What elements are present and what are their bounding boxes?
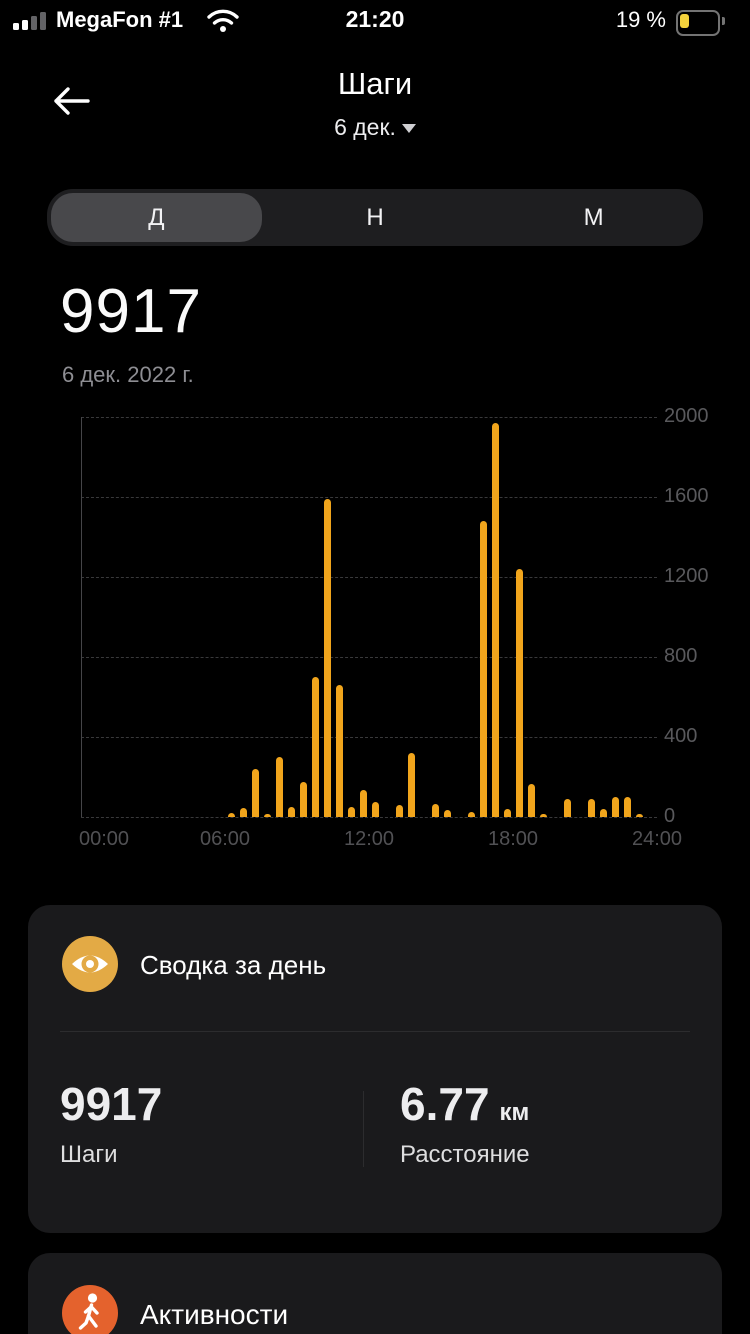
- eye-icon: [62, 936, 118, 992]
- steps-chart: 2000 1600 1200 800 400 0 00:00 06:00 12:00 18:00 2…: [0, 400, 750, 865]
- carrier-label: MegaFon #1: [56, 7, 184, 32]
- y-tick-label: 1200: [664, 565, 709, 587]
- chart-bar[interactable]: [539, 814, 547, 817]
- date-selector-label: 6 дек.: [334, 114, 396, 140]
- tab-day[interactable]: Д: [51, 193, 262, 242]
- steps-total-value: 9917: [60, 277, 202, 346]
- chart-bar[interactable]: [407, 753, 415, 817]
- chart-bar[interactable]: [527, 784, 535, 817]
- gridline: [81, 577, 657, 578]
- chart-bar[interactable]: [251, 769, 259, 817]
- chart-bar[interactable]: [335, 685, 343, 817]
- cellular-signal-icon: [13, 12, 46, 30]
- chart-bar[interactable]: [311, 677, 319, 817]
- status-time: 21:20: [345, 6, 405, 32]
- chart-bar[interactable]: [431, 804, 439, 817]
- chart-bar[interactable]: [287, 807, 295, 817]
- chart-bar[interactable]: [467, 812, 475, 817]
- chart-bar[interactable]: [503, 809, 511, 817]
- tab-week[interactable]: Н: [366, 203, 384, 231]
- y-tick-label: 800: [664, 645, 698, 667]
- y-tick-label: 1600: [664, 485, 709, 507]
- activities-card[interactable]: Активности: [28, 1253, 722, 1334]
- x-tick-label: 12:00: [343, 828, 395, 850]
- divider: [363, 1091, 364, 1167]
- chart-bar[interactable]: [515, 569, 523, 817]
- chart-bar[interactable]: [371, 802, 379, 817]
- chart-bar[interactable]: [275, 757, 283, 817]
- tab-month[interactable]: М: [583, 203, 604, 231]
- chart-bar[interactable]: [623, 797, 631, 817]
- chart-bar[interactable]: [587, 799, 595, 817]
- gridline: [81, 497, 657, 498]
- page-title: Шаги: [337, 66, 413, 101]
- battery-percent-label: 19 %: [615, 7, 666, 32]
- date-selector[interactable]: 6 дек.: [0, 114, 750, 141]
- chart-bar[interactable]: [635, 814, 643, 817]
- back-arrow-icon: [54, 86, 90, 115]
- chart-bar[interactable]: [263, 814, 271, 817]
- chart-bar[interactable]: [239, 808, 247, 817]
- battery-fill: [680, 14, 689, 28]
- back-button[interactable]: [48, 82, 96, 122]
- steps-date-label: 6 дек. 2022 г.: [62, 362, 194, 387]
- y-axis-line: [81, 417, 82, 817]
- walking-person-icon: [62, 1285, 118, 1334]
- day-summary-title: Сводка за день: [140, 950, 327, 980]
- x-tick-label: 18:00: [487, 828, 539, 850]
- chart-bar[interactable]: [359, 790, 367, 817]
- chart-bar[interactable]: [491, 423, 499, 817]
- divider: [60, 1031, 690, 1032]
- steps-stat-value: 9917: [60, 1078, 163, 1130]
- chart-bar[interactable]: [443, 810, 451, 817]
- battery-icon: [676, 10, 720, 36]
- wifi-icon: [207, 9, 239, 32]
- gridline: [81, 657, 657, 658]
- activities-title: Активности: [140, 1299, 289, 1330]
- chart-bar[interactable]: [323, 499, 331, 817]
- x-tick-label: 24:00: [631, 828, 683, 850]
- chart-bar[interactable]: [479, 521, 487, 817]
- x-tick-label: 06:00: [199, 828, 251, 850]
- distance-unit: км: [499, 1099, 530, 1126]
- chart-bar[interactable]: [563, 799, 571, 817]
- day-summary-card: Сводка за день 9917 Шаги 6.77 км Расстоян…: [28, 905, 722, 1233]
- chart-bar[interactable]: [611, 797, 619, 817]
- y-tick-label: 0: [664, 805, 676, 827]
- chart-bar[interactable]: [227, 813, 235, 817]
- gridline: [81, 417, 657, 418]
- period-segmented-control: Д Н М: [47, 189, 703, 246]
- gridline: [81, 817, 657, 818]
- steps-stat-label: Шаги: [60, 1141, 118, 1168]
- y-tick-label: 2000: [664, 405, 709, 427]
- distance-number: 6.77: [400, 1078, 490, 1130]
- chart-bar[interactable]: [395, 805, 403, 817]
- distance-stat-value: 6.77 км: [400, 1077, 529, 1131]
- battery-cap: [722, 17, 725, 25]
- distance-stat-label: Расстояние: [400, 1141, 530, 1168]
- chart-bar[interactable]: [347, 807, 355, 817]
- chart-bar[interactable]: [599, 809, 607, 817]
- x-tick-label: 00:00: [78, 828, 130, 850]
- chevron-down-icon: [401, 124, 416, 133]
- y-tick-label: 400: [664, 725, 698, 747]
- gridline: [81, 737, 657, 738]
- chart-bar[interactable]: [299, 782, 307, 817]
